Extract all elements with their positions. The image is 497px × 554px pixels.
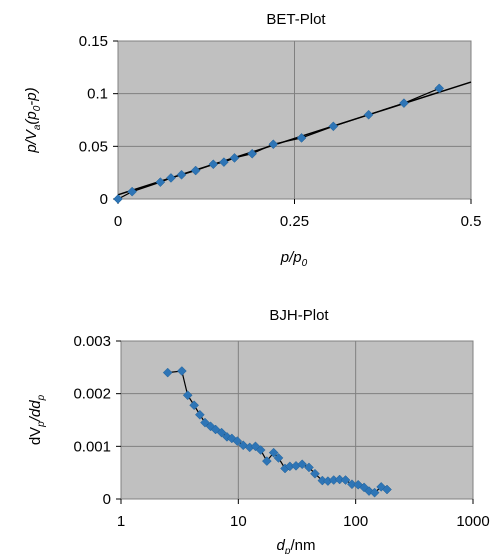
bet-x-ticks: 0 0.25 0.5 [114, 199, 482, 230]
data-point [155, 177, 166, 188]
bet-chart: BET-Plot 0 0.05 0.1 0.15 0 0.25 0.5 p/p0 p/Va… [23, 11, 481, 269]
data-point [247, 148, 257, 159]
data-point [268, 447, 279, 458]
x-tick-label: 100 [343, 513, 368, 530]
data-point [347, 479, 357, 490]
y-tick-label: 0.05 [79, 138, 108, 155]
data-point [232, 436, 243, 446]
bet-title: BET-Plot [266, 11, 326, 28]
bjh-x-axis-label: dp/nm [277, 537, 316, 554]
data-point [399, 98, 409, 109]
data-point [340, 475, 351, 485]
data-point [434, 83, 445, 94]
y-tick-label: 0.003 [73, 333, 111, 350]
x-tick-label: 10 [230, 513, 247, 530]
x-tick-label: 1 [117, 513, 125, 530]
data-point [304, 462, 314, 473]
data-point [189, 400, 199, 411]
data-point [162, 367, 173, 378]
data-point [310, 468, 320, 479]
data-point [297, 459, 308, 470]
bet-y-axis-label: p/Va(p0-p) [23, 87, 43, 153]
data-point [229, 153, 240, 163]
data-point [216, 427, 227, 438]
bet-gridlines [118, 41, 471, 199]
data-point [195, 409, 205, 420]
y-tick-label: 0.001 [73, 438, 111, 455]
bjh-chart: BJH-Plot 0 0.001 0.002 0.003 1 10 100 1000 dp/… [27, 307, 490, 554]
data-point [190, 165, 201, 176]
data-point [382, 484, 392, 495]
x-tick-label: 0.25 [280, 213, 309, 230]
data-point [219, 157, 229, 167]
x-tick-label: 0 [114, 213, 122, 230]
y-tick-label: 0 [103, 491, 111, 508]
data-point [363, 109, 374, 120]
data-point [369, 487, 380, 498]
bjh-gridlines [121, 341, 473, 499]
bjh-plot-area [120, 340, 474, 500]
y-tick-label: 0.002 [73, 386, 111, 403]
bjh-y-ticks: 0 0.001 0.002 0.003 [73, 333, 121, 508]
fit-line [117, 81, 472, 196]
x-tick-label: 1000 [456, 513, 489, 530]
data-point [127, 186, 137, 197]
bjh-title: BJH-Plot [269, 307, 329, 324]
data-point [176, 169, 187, 180]
y-tick-label: 0.15 [79, 33, 108, 50]
data-point [268, 139, 279, 150]
bjh-x-ticks: 1 10 100 1000 [117, 499, 490, 530]
y-tick-label: 0 [100, 191, 108, 208]
data-point [208, 159, 219, 170]
data-point [296, 133, 307, 143]
data-point [182, 390, 193, 401]
data-point [113, 194, 123, 204]
data-point [261, 456, 272, 466]
data-point [255, 445, 266, 455]
y-tick-label: 0.1 [87, 86, 108, 103]
bet-x-axis-label: p/p0 [280, 249, 308, 269]
bet-y-ticks: 0 0.05 0.1 0.15 [79, 33, 118, 208]
data-point [328, 121, 339, 132]
data-point [166, 173, 176, 183]
data-point [273, 453, 284, 463]
bet-series [113, 81, 472, 204]
x-tick-label: 0.5 [461, 213, 482, 230]
bjh-series [162, 366, 392, 498]
data-point [176, 366, 187, 376]
data-point [250, 441, 261, 452]
bjh-y-axis-label: dVp/ddp [27, 394, 47, 445]
data-point [334, 474, 345, 485]
